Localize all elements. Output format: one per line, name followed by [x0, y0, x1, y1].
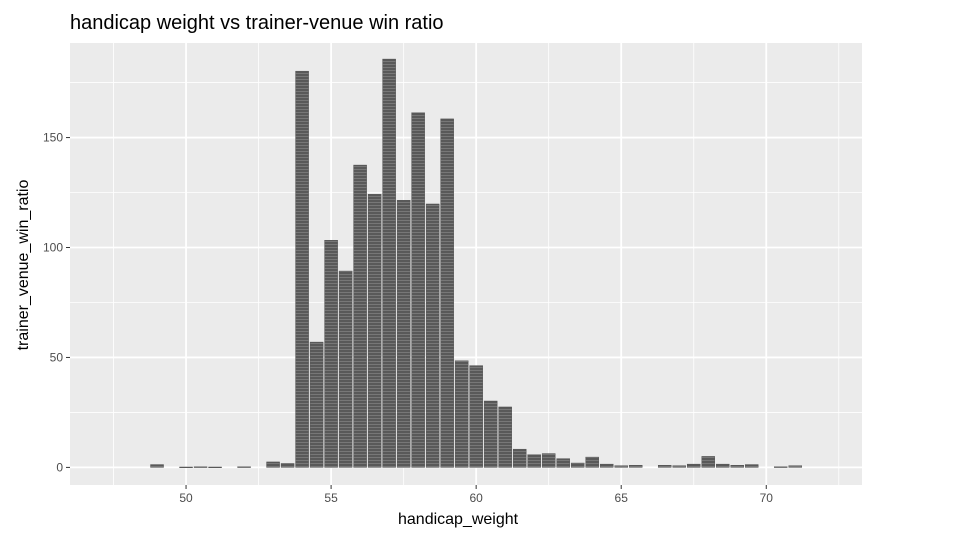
bar [396, 200, 411, 468]
y-tick-label: 100 [43, 241, 63, 255]
bar [788, 465, 803, 468]
bar [324, 240, 338, 468]
bar [425, 203, 440, 468]
bar [585, 456, 599, 468]
bar [367, 194, 382, 468]
x-tick-label: 70 [760, 491, 774, 505]
bar [150, 464, 164, 468]
bar [295, 70, 309, 468]
bar [614, 465, 628, 468]
x-axis-label: handicap_weight [398, 511, 519, 528]
bar [411, 112, 425, 468]
chart-title: handicap weight vs trainer-venue win rat… [70, 12, 444, 34]
x-tick-label: 50 [179, 491, 193, 505]
bar [657, 465, 672, 468]
bar [556, 458, 570, 468]
bar [179, 466, 193, 468]
bar [672, 465, 686, 468]
bar [353, 164, 367, 468]
bar [382, 58, 396, 468]
bar [454, 360, 469, 468]
bar [599, 463, 614, 468]
bar [716, 463, 730, 468]
bar [730, 465, 744, 468]
bar [338, 270, 353, 468]
bar [483, 400, 498, 468]
bar [774, 466, 788, 468]
bar [701, 456, 715, 468]
bar [237, 466, 251, 468]
y-tick-label: 150 [43, 131, 63, 145]
bar [512, 448, 527, 468]
y-tick-label: 50 [50, 350, 64, 364]
x-tick-label: 65 [615, 491, 629, 505]
bar [527, 454, 541, 468]
bar [280, 463, 295, 468]
bar [266, 461, 280, 468]
bar [498, 406, 512, 468]
bar [469, 365, 483, 468]
x-tick-label: 55 [324, 491, 338, 505]
bar [309, 341, 324, 468]
bar [687, 463, 701, 468]
bar [193, 466, 208, 468]
bar [208, 466, 222, 468]
bar [745, 464, 759, 468]
bar [541, 453, 556, 468]
y-axis-label: trainer_venue_win_ratio [15, 179, 32, 351]
bar [570, 462, 585, 468]
y-tick-label: 0 [56, 460, 63, 474]
x-tick-label: 60 [469, 491, 483, 505]
bar [628, 465, 643, 468]
bar [440, 118, 454, 468]
